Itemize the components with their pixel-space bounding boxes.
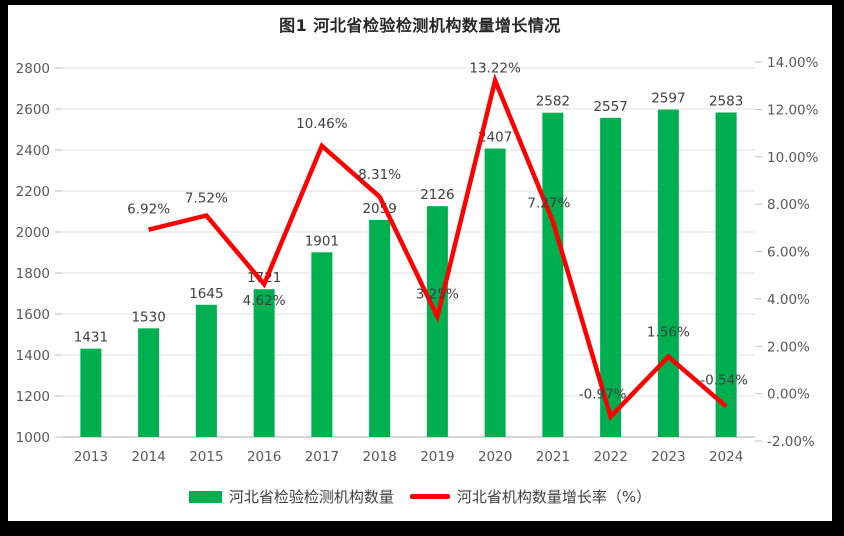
gridlines <box>62 67 755 438</box>
svg-text:2597: 2597 <box>651 91 685 107</box>
svg-text:2019: 2019 <box>420 449 454 465</box>
left-axis-ticks <box>55 67 62 438</box>
growth-rate-line <box>148 73 728 421</box>
svg-text:1645: 1645 <box>189 286 223 302</box>
svg-text:2023: 2023 <box>651 449 685 465</box>
svg-text:2407: 2407 <box>478 130 512 146</box>
left-axis-tick-labels: 1000 1200 1400 1600 1800 2000 2200 2400 2600 2800 <box>16 61 50 446</box>
svg-text:14.00%: 14.00% <box>767 55 819 71</box>
svg-text:6.00%: 6.00% <box>767 245 810 261</box>
svg-text:1901: 1901 <box>305 233 339 249</box>
svg-text:2014: 2014 <box>131 449 165 465</box>
svg-text:1200: 1200 <box>16 389 50 405</box>
svg-text:2800: 2800 <box>16 61 50 77</box>
svg-text:1530: 1530 <box>131 309 165 325</box>
legend-item-bar-series: 河北省检验检测机构数量 <box>188 486 394 507</box>
svg-text:8.00%: 8.00% <box>767 197 810 213</box>
svg-text:1.56%: 1.56% <box>647 325 690 341</box>
svg-text:7.52%: 7.52% <box>185 190 228 206</box>
svg-text:2021: 2021 <box>536 449 570 465</box>
svg-text:2126: 2126 <box>420 187 454 203</box>
legend-line-label: 河北省机构数量增长率（%） <box>456 488 652 506</box>
svg-text:2059: 2059 <box>362 201 396 217</box>
bar-2014 <box>138 328 160 437</box>
chart-legend: 河北省检验检测机构数量 河北省机构数量增长率（%） <box>8 486 832 507</box>
bar-2024 <box>715 112 737 438</box>
svg-text:3.25%: 3.25% <box>416 287 459 303</box>
svg-text:12.00%: 12.00% <box>767 102 819 118</box>
bar-2017 <box>311 252 333 437</box>
svg-text:10.00%: 10.00% <box>767 150 819 166</box>
svg-text:2582: 2582 <box>536 94 570 110</box>
right-axis-ticks <box>755 61 762 442</box>
chart-title: 图1 河北省检验检测机构数量增长情况 <box>279 16 561 35</box>
bar-2015 <box>195 304 217 437</box>
svg-text:7.27%: 7.27% <box>527 195 570 211</box>
legend-bar-label: 河北省检验检测机构数量 <box>228 488 394 506</box>
bar-series-swatch <box>188 490 222 503</box>
bar-2022 <box>600 117 622 437</box>
svg-text:2024: 2024 <box>709 449 743 465</box>
bar-2023 <box>657 109 679 438</box>
svg-text:0.00%: 0.00% <box>767 387 810 403</box>
x-axis-labels: 2013 2014 2015 2016 2017 2018 2019 2020 2021 2022… <box>74 449 744 465</box>
svg-text:2400: 2400 <box>16 143 50 159</box>
svg-text:-0.54%: -0.54% <box>700 372 748 388</box>
svg-text:1431: 1431 <box>74 330 108 346</box>
svg-text:6.92%: 6.92% <box>127 202 170 218</box>
svg-text:2200: 2200 <box>16 184 50 200</box>
svg-text:10.46%: 10.46% <box>296 116 348 132</box>
line-series-swatch <box>409 494 450 499</box>
svg-text:2013: 2013 <box>74 449 108 465</box>
svg-text:1400: 1400 <box>16 348 50 364</box>
legend-item-line-series: 河北省机构数量增长率（%） <box>409 486 652 507</box>
svg-text:2600: 2600 <box>16 102 50 118</box>
svg-text:4.00%: 4.00% <box>767 292 810 308</box>
svg-text:2557: 2557 <box>593 99 627 115</box>
svg-text:2016: 2016 <box>247 449 281 465</box>
combo-chart-canvas: 1000 1200 1400 1600 1800 2000 2200 2400 2600 2800… <box>16 55 819 465</box>
bar-2020 <box>484 148 506 437</box>
line-point-labels: 6.92% 7.52% 4.62% 10.46% 8.31% 3.25% 13.22% 7.2… <box>127 60 748 402</box>
svg-text:2017: 2017 <box>305 449 339 465</box>
svg-text:1000: 1000 <box>16 430 50 446</box>
svg-text:1600: 1600 <box>16 307 50 323</box>
svg-text:1800: 1800 <box>16 266 50 282</box>
svg-text:2000: 2000 <box>16 225 50 241</box>
svg-text:2018: 2018 <box>362 449 396 465</box>
svg-text:8.31%: 8.31% <box>358 167 401 183</box>
svg-text:2022: 2022 <box>593 449 627 465</box>
bar-2018 <box>369 219 391 437</box>
right-axis-tick-labels: -2.00% 0.00% 2.00% 4.00% 6.00% 8.00% 10.00% 12.… <box>767 55 819 450</box>
bar-2013 <box>80 348 102 437</box>
svg-text:2.00%: 2.00% <box>767 339 810 355</box>
svg-text:2583: 2583 <box>709 93 743 109</box>
svg-text:13.22%: 13.22% <box>469 60 521 76</box>
svg-text:-2.00%: -2.00% <box>767 434 815 450</box>
svg-text:4.62%: 4.62% <box>243 293 286 309</box>
svg-text:-0.97%: -0.97% <box>579 387 627 403</box>
svg-text:2015: 2015 <box>189 449 223 465</box>
bar-2021 <box>542 112 564 437</box>
svg-text:2020: 2020 <box>478 449 512 465</box>
bar-series <box>80 109 737 438</box>
bar-2016 <box>253 289 275 437</box>
